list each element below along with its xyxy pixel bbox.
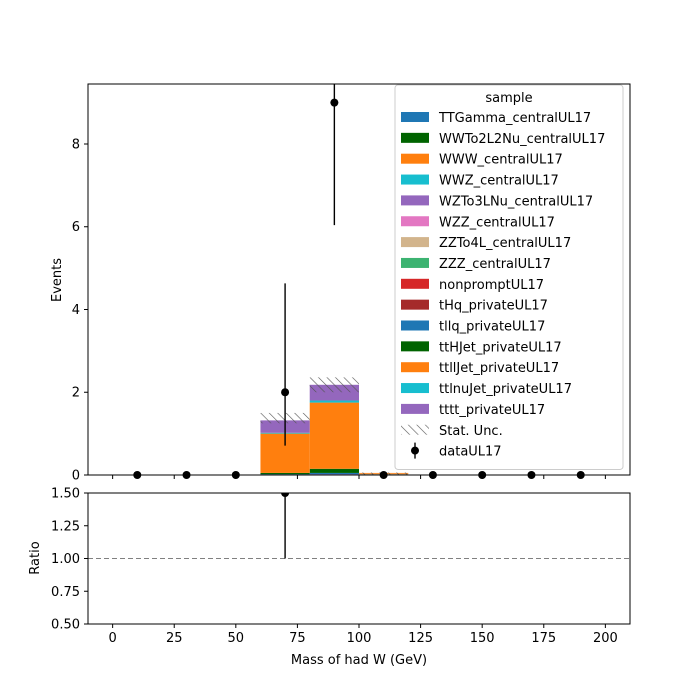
main-y-ticks: 0 2 4 6 8	[72, 137, 88, 484]
ratio-ytick-label-1: 0.75	[51, 585, 80, 600]
ratio-xtick-label-7: 175	[531, 631, 556, 646]
ratio-xtick-label-6: 150	[470, 631, 495, 646]
legend-box	[394, 84, 624, 470]
legend-label-tHq_privateUL17: tHq_privateUL17	[439, 299, 548, 314]
legend-label-TTGamma_centralUL17: TTGamma_centralUL17	[438, 111, 591, 126]
ratio-xtick-label-1: 25	[166, 631, 183, 646]
stacked-bars	[260, 384, 409, 475]
ratio-xtick-label-8: 200	[593, 631, 618, 646]
x-axis-label: Mass of had W (GeV)	[291, 653, 427, 668]
ratio-y-ticks: 0.50 0.75 1.00 1.25 1.50	[51, 487, 88, 633]
legend-swatch-TTGamma_centralUL17	[401, 112, 429, 122]
ratio-xtick-label-2: 50	[228, 631, 245, 646]
legend-label-WWTo2L2Nu_centralUL17: WWTo2L2Nu_centralUL17	[439, 132, 605, 147]
ratio-xtick-label-0: 0	[108, 631, 116, 646]
main-ytick-label-1: 2	[72, 386, 80, 401]
stat-unc-bin-4	[309, 377, 359, 393]
legend-label-ZZTo4L_centralUL17: ZZTo4L_centralUL17	[439, 236, 571, 251]
legend-swatch-ttllJet_privateUL17	[401, 362, 429, 373]
legend-swatch-ZZTo4L_centralUL17	[401, 237, 429, 248]
bar-ttHJet_privateUL17-bin-3	[260, 472, 310, 475]
ratio-xtick-label-3: 75	[289, 631, 306, 646]
legend-label-ttlnuJet_privateUL17: ttlnuJet_privateUL17	[439, 382, 572, 397]
main-y-axis-label: Events	[50, 258, 65, 302]
ratio-x-ticks: 0 25 50 75 100 125 150 175 200	[108, 624, 618, 646]
bar-ttllJet_privateUL17-bin-4	[309, 402, 359, 469]
legend-label-WZZ_centralUL17: WZZ_centralUL17	[439, 215, 555, 230]
data-point-4	[330, 98, 339, 107]
legend-title: sample	[485, 91, 532, 106]
ratio-y-axis-label: Ratio	[28, 541, 43, 574]
bar-ttHJet_privateUL17-bin-4	[309, 468, 359, 473]
legend-swatch-stat-unc	[401, 424, 429, 435]
legend-swatch-ZZZ_centralUL17	[401, 257, 429, 268]
ratio-point-0	[281, 493, 290, 497]
main-ytick-label-3: 6	[72, 220, 80, 235]
ratio-xtick-label-5: 125	[408, 631, 433, 646]
legend-swatch-tHq_privateUL17	[401, 299, 429, 310]
legend-label-ttllJet_privateUL17: ttllJet_privateUL17	[439, 361, 559, 376]
bar-ttlnuJet_privateUL17-bin-4	[309, 400, 359, 403]
ratio-xtick-label-4: 100	[347, 631, 372, 646]
legend-label-WWZ_centralUL17: WWZ_centralUL17	[439, 174, 559, 189]
legend-swatch-ttHJet_privateUL17	[401, 341, 429, 352]
bar-WZTo3LNu_centralUL17-bin-4	[309, 474, 359, 475]
legend-swatch-tllq_privateUL17	[401, 320, 429, 331]
legend-swatch-ttlnuJet_privateUL17	[401, 383, 429, 394]
ratio-ytick-label-4: 1.50	[51, 487, 80, 502]
ratio-ytick-label-2: 1.00	[51, 552, 80, 567]
legend-label-WZTo3LNu_centralUL17: WZTo3LNu_centralUL17	[439, 194, 593, 209]
data-point-3	[281, 388, 290, 397]
legend-label-tttt_privateUL17: tttt_privateUL17	[439, 403, 545, 418]
legend: sample TTGamma_centralUL17 WWTo2L2Nu_centr…	[394, 84, 624, 470]
legend-label-stat-unc: Stat. Unc.	[439, 424, 503, 439]
legend-label-WWW_centralUL17: WWW_centralUL17	[439, 153, 563, 168]
ratio-points	[281, 493, 290, 559]
legend-label-ttHJet_privateUL17: ttHJet_privateUL17	[439, 340, 562, 355]
legend-swatch-WWW_centralUL17	[401, 153, 429, 164]
legend-swatch-WWZ_centralUL17	[401, 174, 429, 185]
legend-label-ZZZ_centralUL17: ZZZ_centralUL17	[439, 257, 551, 272]
legend-label-nonpromptUL17: nonpromptUL17	[439, 278, 544, 293]
bar-tllq_privateUL17-bin-4	[309, 472, 359, 475]
legend-swatch-WZTo3LNu_centralUL17	[401, 195, 429, 206]
legend-label-tllq_privateUL17: tllq_privateUL17	[439, 320, 545, 335]
legend-swatch-WWTo2L2Nu_centralUL17	[401, 132, 429, 143]
legend-marker-data	[411, 446, 419, 455]
legend-swatch-WZZ_centralUL17	[401, 216, 429, 227]
main-ytick-label-2: 4	[72, 303, 80, 318]
main-ytick-label-4: 8	[72, 137, 80, 152]
ratio-ytick-label-0: 0.50	[51, 618, 80, 633]
ratio-ytick-label-3: 1.25	[51, 519, 80, 534]
legend-label-data: dataUL17	[439, 445, 502, 460]
main-x-ticks	[112, 475, 606, 479]
legend-swatch-nonpromptUL17	[401, 278, 429, 289]
main-ytick-label-0: 0	[72, 469, 80, 484]
legend-swatch-tttt_privateUL17	[401, 403, 429, 414]
